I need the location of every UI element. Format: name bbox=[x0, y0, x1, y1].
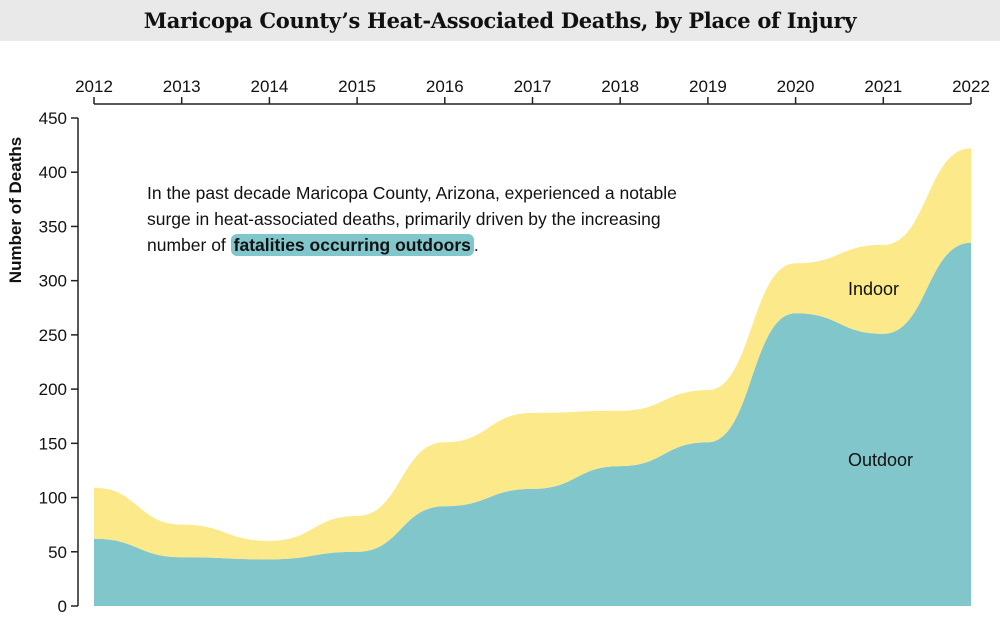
y-tick-label: 350 bbox=[39, 217, 67, 236]
y-tick-label: 450 bbox=[39, 109, 67, 128]
y-tick-label: 50 bbox=[48, 543, 67, 562]
x-tick-label: 2021 bbox=[864, 77, 902, 96]
y-tick-label: 150 bbox=[39, 434, 67, 453]
x-tick-label: 2015 bbox=[338, 77, 376, 96]
x-tick-label: 2018 bbox=[601, 77, 639, 96]
series-label-outdoor: Outdoor bbox=[848, 450, 913, 470]
x-tick-label: 2017 bbox=[514, 77, 552, 96]
y-tick-label: 400 bbox=[39, 163, 67, 182]
area-indoor bbox=[94, 148, 971, 560]
annotation-text: In the past decade Maricopa County, Ariz… bbox=[147, 180, 717, 258]
y-tick-label: 300 bbox=[39, 272, 67, 291]
x-tick-label: 2014 bbox=[250, 77, 288, 96]
chart-title: Maricopa County’s Heat-Associated Deaths… bbox=[143, 8, 857, 33]
area-outdoor bbox=[94, 242, 971, 606]
y-tick-label: 250 bbox=[39, 326, 67, 345]
x-tick-label: 2019 bbox=[689, 77, 727, 96]
x-tick-label: 2013 bbox=[163, 77, 201, 96]
y-tick-label: 0 bbox=[58, 597, 67, 616]
title-bar: Maricopa County’s Heat-Associated Deaths… bbox=[0, 0, 1000, 41]
series-label-indoor: Indoor bbox=[848, 279, 899, 299]
y-tick-label: 100 bbox=[39, 489, 67, 508]
x-tick-label: 2022 bbox=[952, 77, 990, 96]
x-tick-label: 2016 bbox=[426, 77, 464, 96]
x-tick-label: 2020 bbox=[777, 77, 815, 96]
y-axis-label: Number of Deaths bbox=[6, 137, 25, 283]
y-tick-label: 200 bbox=[39, 380, 67, 399]
annotation-highlight: fatalities occurring outdoors bbox=[230, 234, 474, 256]
annotation-body: In the past decade Maricopa County, Ariz… bbox=[147, 183, 677, 255]
x-tick-label: 2012 bbox=[75, 77, 113, 96]
annotation-end: . bbox=[473, 235, 479, 255]
